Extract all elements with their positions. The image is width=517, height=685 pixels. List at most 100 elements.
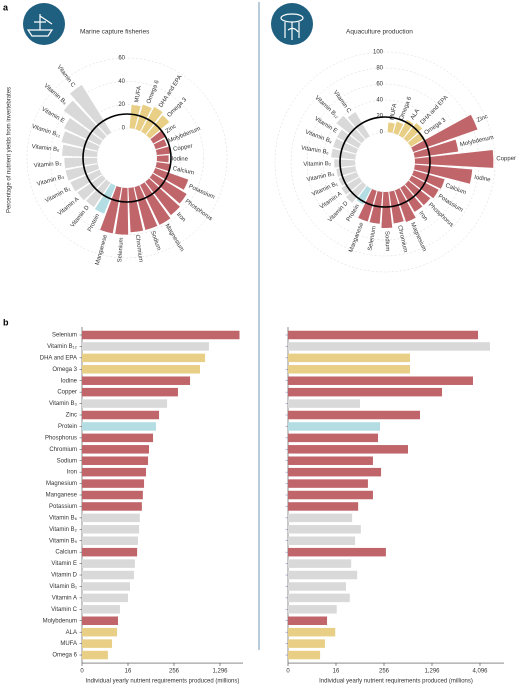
r-tick-label: 40 (118, 79, 125, 85)
radial-bar (413, 139, 459, 158)
bar (288, 650, 321, 660)
bar (82, 525, 140, 534)
category-label: Omega 3 (167, 97, 189, 119)
bar (82, 593, 128, 603)
bar (288, 410, 420, 420)
radial-bar (411, 114, 478, 153)
category-label: Copper (173, 143, 193, 152)
x-tick-label: 256 (169, 669, 180, 675)
reference-circle (82, 113, 172, 203)
bar (288, 433, 379, 443)
category-label: Sodium (57, 458, 77, 464)
bar (82, 547, 138, 557)
category-label: Manganese (348, 221, 365, 253)
bar (82, 365, 201, 374)
category-label: Magnesium (164, 223, 185, 253)
radial-bar (333, 138, 358, 154)
grid-ring (274, 51, 496, 273)
radial-bar (140, 182, 171, 225)
category-label: Vitamin B₂ (49, 527, 78, 533)
bar (288, 456, 373, 465)
category-label: Manganese (46, 493, 78, 499)
category-label: Omega 6 (52, 653, 77, 659)
bar (82, 490, 143, 500)
x-tick-label: 256 (379, 669, 390, 675)
bar (288, 467, 382, 477)
category-label: Potassium (49, 504, 77, 510)
category-label: Vitamin B₁₂ (47, 344, 78, 350)
radial-bar (129, 104, 141, 129)
bar (82, 639, 113, 648)
category-label: Iodine (172, 156, 189, 162)
category-label: Iodine (61, 378, 78, 384)
bar (82, 330, 240, 340)
category-label: Vitamin D (70, 204, 91, 228)
category-label: Vitamin B₆ (31, 144, 60, 153)
bar (288, 605, 337, 614)
category-label: Calcium (444, 183, 466, 196)
radial-bar (336, 115, 365, 144)
bar (82, 616, 118, 625)
category-label: Calcium (55, 550, 77, 556)
bar (288, 490, 373, 500)
radial-bar (338, 171, 359, 186)
bar (288, 445, 408, 454)
category-label: Molybdenum (43, 618, 77, 624)
category-label: Vitamin C (56, 64, 77, 89)
category-label: Molybdenum (460, 135, 495, 149)
radial-bar (149, 173, 187, 204)
bar (288, 639, 325, 648)
category-label: Zinc (476, 114, 489, 124)
category-label: Vitamin B₉ (49, 538, 78, 544)
category-label: Vitamin B₉ (304, 129, 333, 145)
radial-bar (381, 191, 393, 228)
chart-title: Marine capture fisheries (80, 29, 150, 36)
category-label: Vitamin B₃ (36, 174, 65, 188)
category-label: Vitamin B₆ (49, 515, 78, 521)
category-label: Vitamin E (51, 561, 77, 567)
radial-bar (156, 155, 169, 163)
category-label: Selenium (117, 237, 125, 262)
category-label: Magnesium (46, 481, 77, 487)
bar (82, 376, 191, 385)
x-tick-label: 0 (80, 669, 84, 675)
category-label: MUFA (390, 103, 399, 120)
radial-bar (145, 178, 180, 216)
bar (82, 605, 120, 614)
radial-bar (153, 167, 189, 190)
x-tick-label: 0 (286, 669, 290, 675)
radial-bar (403, 122, 423, 142)
grid-ring (73, 104, 181, 212)
radial-bar (341, 177, 363, 195)
chart-title: Aquaculture production (346, 29, 413, 36)
x-tick-label: 4,096 (472, 669, 488, 675)
bar (288, 479, 368, 488)
panel-label: b (3, 317, 9, 327)
bar (82, 433, 154, 443)
x-tick-label: 16 (333, 669, 340, 675)
radial-bar (100, 186, 122, 234)
category-label: Iron (67, 470, 77, 476)
category-label: Magnesium (409, 222, 427, 253)
bar (288, 502, 359, 511)
radial-bar (128, 187, 144, 233)
r-tick-label: 40 (376, 98, 383, 104)
radial-bar (86, 179, 111, 208)
category-label: MUFA (60, 641, 77, 647)
bar (82, 559, 135, 568)
bar (288, 582, 346, 591)
radial-bar (64, 157, 98, 169)
x-axis-title: Individual yearly nutrient requirements … (319, 679, 473, 685)
radial-bar (155, 162, 171, 172)
radial-bar (394, 188, 416, 222)
category-label: DHA and EPA (40, 355, 77, 361)
r-tick-label: 100 (373, 50, 384, 56)
bar (288, 353, 410, 363)
bar (82, 570, 134, 580)
grid-ring (26, 57, 228, 259)
category-label: Vitamin B₉ (43, 83, 68, 106)
radial-bar (412, 170, 445, 189)
y-axis-title: Percentage of nutrient yields from inver… (7, 87, 13, 213)
radial-bar (334, 159, 356, 168)
